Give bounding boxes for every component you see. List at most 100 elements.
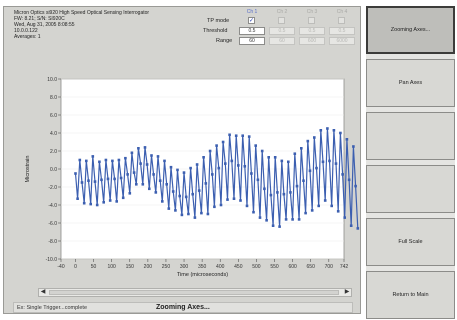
threshold-field-ch1[interactable]: 0.5 bbox=[239, 27, 265, 35]
data-point bbox=[74, 172, 77, 175]
return-to-main-button[interactable]: Return to Main bbox=[366, 271, 455, 319]
data-point bbox=[228, 133, 231, 137]
data-point bbox=[213, 205, 216, 209]
data-point bbox=[106, 177, 110, 181]
scroll-left-arrow-icon[interactable]: ◀ bbox=[40, 289, 46, 295]
data-point bbox=[174, 209, 177, 212]
tp-mode-checkbox-ch3[interactable] bbox=[308, 17, 315, 24]
data-point bbox=[354, 184, 357, 188]
blank-button-2[interactable] bbox=[366, 165, 455, 213]
threshold-field-ch4[interactable]: 0.5 bbox=[329, 27, 355, 35]
data-point bbox=[102, 201, 105, 204]
data-point bbox=[347, 178, 351, 182]
y-axis-label: Microstrain bbox=[25, 156, 31, 183]
data-point bbox=[341, 173, 344, 176]
data-point bbox=[124, 156, 127, 160]
data-point bbox=[273, 156, 277, 159]
data-point bbox=[121, 196, 125, 200]
data-point bbox=[302, 179, 305, 182]
x-tick-label: 50 bbox=[91, 264, 97, 270]
y-tick-label: 2.0 bbox=[50, 149, 57, 155]
pan-axes-button[interactable]: Pan Axes bbox=[366, 59, 455, 107]
data-point bbox=[176, 168, 179, 172]
data-point bbox=[267, 156, 270, 159]
data-point bbox=[306, 139, 310, 143]
y-tick-label: -6.0 bbox=[48, 221, 57, 227]
data-point bbox=[111, 159, 114, 163]
data-point bbox=[119, 176, 123, 180]
threshold-field-ch2[interactable]: 0.5 bbox=[269, 27, 295, 35]
data-point bbox=[191, 192, 194, 196]
data-point bbox=[321, 160, 325, 164]
data-point bbox=[135, 183, 138, 186]
data-point bbox=[260, 149, 264, 153]
threshold-label: Threshold bbox=[203, 28, 228, 34]
tp-mode-checkbox-ch4[interactable] bbox=[338, 17, 345, 24]
data-point bbox=[219, 203, 223, 207]
data-point bbox=[208, 149, 212, 153]
x-tick-label: 150 bbox=[126, 264, 135, 270]
data-point bbox=[93, 180, 97, 183]
threshold-field-ch3[interactable]: 0.5 bbox=[299, 27, 325, 35]
scroll-right-arrow-icon[interactable]: ▶ bbox=[344, 289, 350, 295]
averages-info: Averages: 1 bbox=[14, 34, 41, 40]
data-point bbox=[132, 171, 136, 174]
device-title: Micron Optics si920 High Speed Optical S… bbox=[14, 10, 150, 16]
status-message: Zooming Axes... bbox=[156, 304, 210, 311]
data-point bbox=[247, 135, 251, 138]
zooming-axes-button[interactable]: Zooming Axes... bbox=[366, 6, 455, 54]
data-point bbox=[152, 173, 155, 176]
y-tick-label: -10.0 bbox=[46, 257, 58, 263]
tp-mode-label: TP mode bbox=[207, 18, 230, 24]
channel-header-3: Ch 3 bbox=[306, 9, 318, 15]
data-point bbox=[256, 178, 260, 182]
range-field-ch3[interactable]: 600 bbox=[299, 37, 325, 45]
data-point bbox=[319, 129, 323, 132]
scrollbar-thumb[interactable] bbox=[49, 290, 339, 295]
tp-mode-checkbox-ch1[interactable]: ✓ bbox=[248, 17, 255, 24]
data-point bbox=[167, 207, 171, 210]
blank-button-1[interactable] bbox=[366, 112, 455, 160]
data-point bbox=[117, 158, 121, 162]
firmware-info: FW: 8.21; S/N: SI920C bbox=[14, 16, 65, 22]
x-tick-label: 700 bbox=[325, 264, 334, 270]
range-field-ch4[interactable]: 6000 bbox=[329, 37, 355, 45]
data-point bbox=[287, 160, 290, 164]
strain-chart[interactable]: 10.0 8.0 6.0 4.0 2.0 0.0 -2.0 -4.0 -6.0 -8.0 -10.0… bbox=[4, 7, 360, 313]
data-point bbox=[87, 179, 90, 182]
data-point bbox=[241, 134, 244, 137]
channel-header-4: Ch 4 bbox=[336, 9, 348, 15]
data-point bbox=[217, 166, 221, 170]
data-point bbox=[250, 172, 253, 175]
y-tick-label: 8.0 bbox=[50, 95, 57, 101]
x-tick-label: 350 bbox=[198, 264, 207, 270]
data-point bbox=[171, 190, 175, 193]
data-point bbox=[300, 147, 303, 150]
data-point bbox=[108, 199, 112, 202]
right-button-panel: Zooming Axes... Pan Axes Full Scale Retu… bbox=[366, 6, 455, 319]
data-point bbox=[339, 131, 342, 135]
data-point bbox=[237, 164, 240, 167]
horizontal-scrollbar[interactable]: ◀ ▶ bbox=[38, 288, 352, 297]
data-point bbox=[165, 183, 168, 186]
tp-mode-checkbox-ch2[interactable] bbox=[278, 17, 285, 24]
data-point bbox=[276, 191, 279, 194]
y-tick-label: -4.0 bbox=[48, 203, 57, 209]
data-point bbox=[100, 178, 103, 182]
data-point bbox=[91, 155, 95, 158]
range-field-ch1[interactable]: 60 bbox=[239, 37, 265, 45]
range-field-ch2[interactable]: 60 bbox=[269, 37, 295, 45]
data-point bbox=[308, 169, 312, 173]
y-tick-label: -8.0 bbox=[48, 239, 57, 245]
data-point bbox=[234, 134, 238, 137]
data-point bbox=[78, 158, 82, 162]
y-tick-label: 6.0 bbox=[50, 113, 57, 119]
data-point bbox=[326, 127, 329, 130]
x-axis-label: Time (microseconds) bbox=[177, 272, 228, 278]
main-panel: Micron Optics si920 High Speed Optical S… bbox=[3, 6, 361, 314]
full-scale-button[interactable]: Full Scale bbox=[366, 218, 455, 266]
data-point bbox=[282, 192, 286, 196]
data-point bbox=[189, 166, 192, 170]
x-tick-label: 600 bbox=[288, 264, 297, 270]
